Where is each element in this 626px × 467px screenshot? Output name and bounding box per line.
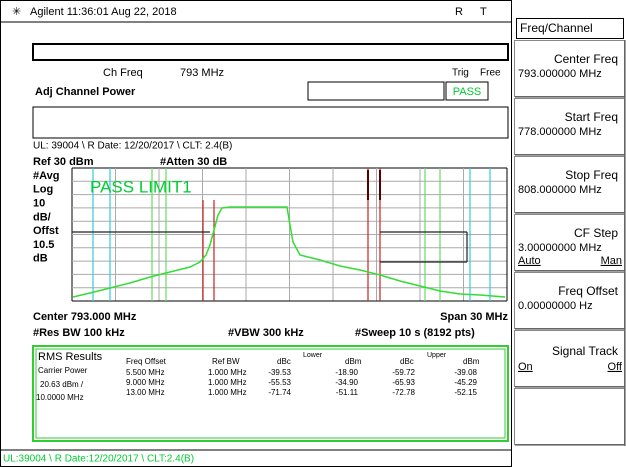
softkey[interactable] xyxy=(514,98,625,155)
softkey-option[interactable]: Man xyxy=(601,255,622,267)
scale-label: 10.5 xyxy=(33,239,54,251)
softkey[interactable] xyxy=(514,272,625,329)
scale-label: Offst xyxy=(33,225,59,237)
scale-label: Log xyxy=(33,184,53,196)
res-bw: #Res BW 100 kHz xyxy=(33,327,125,339)
table-cell: -34.90 xyxy=(335,378,358,387)
softkey-value: 3.00000000 MHz xyxy=(518,242,602,254)
ch-freq-label: Ch Freq xyxy=(103,67,143,79)
softkey-label: Freq Offset xyxy=(558,284,618,298)
trig-label: Trig xyxy=(452,68,469,79)
table-cell: -59.72 xyxy=(392,368,415,377)
softkey-label: CF Step xyxy=(574,226,618,240)
table-cell: 1.000 MHz xyxy=(208,368,247,377)
softkey-label: Stop Freq xyxy=(565,168,618,182)
bar-box xyxy=(32,43,509,61)
table-cell: 13.00 MHz xyxy=(126,388,165,397)
r-indicator: R xyxy=(455,6,463,18)
trace xyxy=(72,206,506,298)
markers xyxy=(72,168,491,301)
star-icon: ✳ xyxy=(12,6,21,18)
carrier-label: Carrier Power xyxy=(38,366,88,375)
softkey-label: Center Freq xyxy=(554,52,618,66)
span: Span 30 MHz xyxy=(440,311,508,323)
softkey-label: Signal Track xyxy=(552,344,619,358)
carrier-bw: 10.0000 MHz xyxy=(36,393,84,402)
softkey[interactable] xyxy=(514,156,625,213)
sweep: #Sweep 10 s (8192 pts) xyxy=(355,327,475,339)
softkey-label: Start Freq xyxy=(565,110,618,124)
lower-label: Lower xyxy=(303,352,323,359)
table-cell: -55.53 xyxy=(268,378,291,387)
softkey-option[interactable]: On xyxy=(518,361,533,373)
results-box xyxy=(32,345,509,442)
center-freq: Center 793.000 MHz xyxy=(33,311,137,323)
table-cell: 9.000 MHz xyxy=(126,378,165,387)
ch-freq-value: 793 MHz xyxy=(180,67,224,79)
table-cell: 1.000 MHz xyxy=(208,388,247,397)
table-cell: -52.15 xyxy=(454,388,477,397)
table-cell: -39.08 xyxy=(454,368,477,377)
softkey-value: 0.00000000 Hz xyxy=(518,300,593,312)
column-header: dBm xyxy=(345,357,362,366)
meas-title: Adj Channel Power xyxy=(35,86,136,98)
atten: #Atten 30 dB xyxy=(160,156,227,168)
status-bar: UL:39004 \ R Date:12/20/2017 \ CLT:2.4(B… xyxy=(3,454,194,465)
table-cell: -39.53 xyxy=(268,368,291,377)
meas-box xyxy=(307,81,445,101)
menu-title-box xyxy=(516,18,624,39)
pass-status: PASS xyxy=(453,86,482,98)
main-frame xyxy=(0,0,512,467)
softkey-option[interactable]: Auto xyxy=(518,255,541,267)
softkey-value: 778.000000 MHz xyxy=(518,126,602,138)
menu-title: Freq/Channel xyxy=(520,21,593,35)
graticule xyxy=(71,167,508,302)
scale-label: dB xyxy=(33,253,48,265)
brand-time: Agilent 11:36:01 Aug 22, 2018 xyxy=(30,6,177,18)
scale-label: dB/ xyxy=(33,211,51,223)
t-indicator: T xyxy=(480,6,487,18)
table-cell: 5.500 MHz xyxy=(126,368,165,377)
softkey-value: 793.000000 MHz xyxy=(518,68,602,80)
table-cell: -71.74 xyxy=(268,388,291,397)
vbw: #VBW 300 kHz xyxy=(228,327,304,339)
results-title: RMS Results xyxy=(38,351,103,363)
column-header: dBm xyxy=(463,357,480,366)
results-table: Freq Offset Ref BW dBc dBm dBc dBm 5.500 MHz 1.… xyxy=(126,357,480,397)
pass-box xyxy=(445,81,489,101)
column-header: Freq Offset xyxy=(126,357,167,366)
softkey-value: 808.000000 MHz xyxy=(518,184,602,196)
table-cell: -51.11 xyxy=(336,388,359,397)
column-header: dBc xyxy=(277,357,291,366)
softkey-option[interactable]: Off xyxy=(608,361,623,373)
carrier-power: 20.63 dBm / xyxy=(40,380,84,389)
table-cell: -18.90 xyxy=(335,368,358,377)
trig-value: Free xyxy=(480,68,501,79)
softkey[interactable] xyxy=(514,330,625,387)
softkeys: Center Freq 793.000000 MHz Start Freq 778.0… xyxy=(514,40,626,446)
softkey[interactable] xyxy=(514,40,625,97)
softkey[interactable] xyxy=(514,388,625,445)
table-cell: -65.93 xyxy=(392,378,415,387)
ref-level: Ref 30 dBm xyxy=(33,156,94,168)
limit-result: PASS LIMIT1 xyxy=(90,177,192,196)
table-cell: 1.000 MHz xyxy=(208,378,247,387)
results-inner xyxy=(35,348,506,439)
info-line: UL: 39004 \ R Date: 12/20/2017 \ CLT: 2.… xyxy=(33,141,232,152)
message-box xyxy=(32,106,509,139)
table-cell: -72.78 xyxy=(392,388,415,397)
scale-label: 10 xyxy=(33,198,45,210)
scale-label: #Avg xyxy=(33,170,60,182)
column-header: Ref BW xyxy=(212,357,240,366)
column-header: dBc xyxy=(400,357,414,366)
upper-label: Upper xyxy=(427,352,447,359)
table-cell: -45.29 xyxy=(454,378,477,387)
